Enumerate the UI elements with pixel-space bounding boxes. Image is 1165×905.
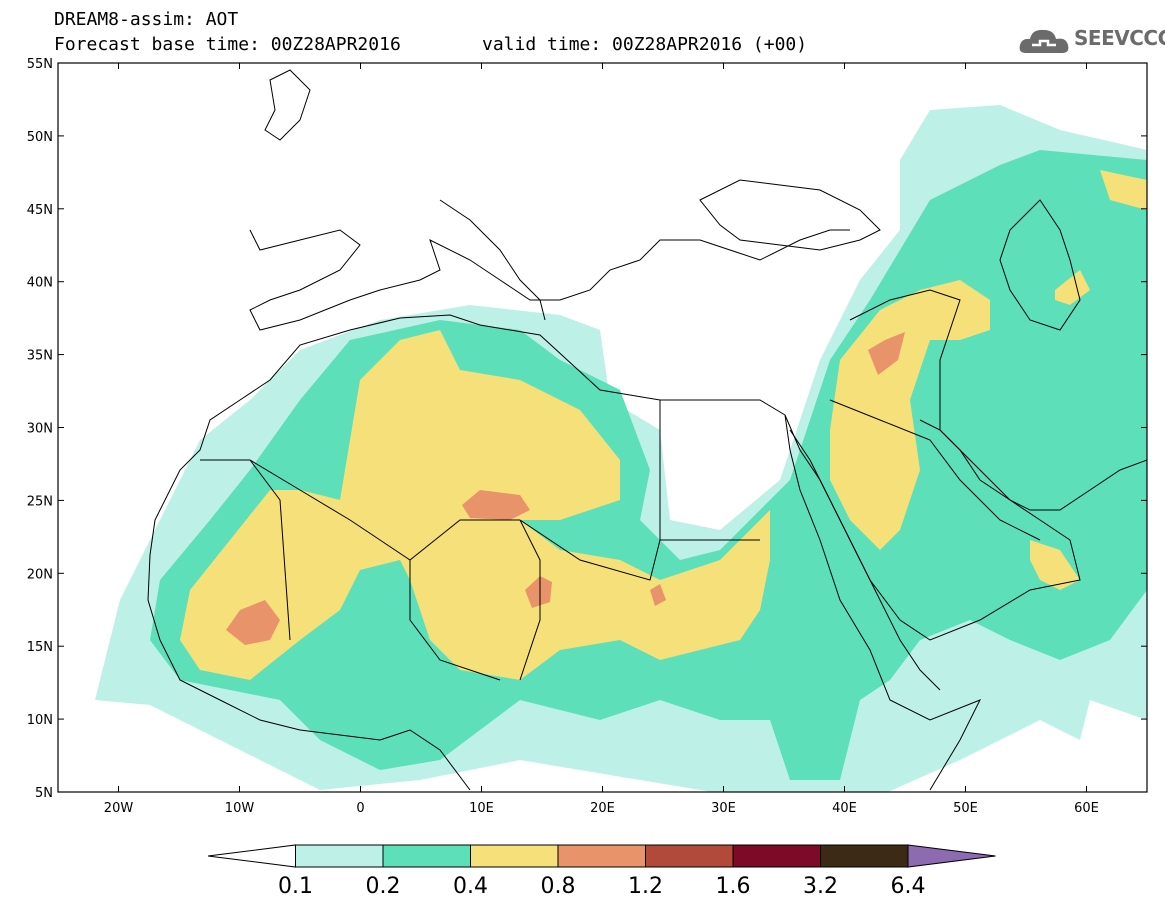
aot-contour-0.4-arabia: [1030, 540, 1080, 590]
aot-contour-0.8-libya: [462, 490, 530, 520]
coastline-arabia: [789, 419, 1081, 641]
lat-tick-label: 5N: [35, 786, 53, 801]
cloud-logo-icon: [1019, 29, 1069, 53]
colorbar-swatch: [645, 844, 734, 868]
colorbar-swatch: [295, 844, 384, 868]
aot-contour-0.4-caspian: [1100, 170, 1147, 210]
aot-contour-0.8-sudan: [650, 584, 666, 606]
seevccc-logo: SEEVCCC: [1018, 23, 1165, 59]
colorbar-label: 3.2: [803, 874, 838, 899]
coastline-europe: [249, 229, 850, 331]
lat-tick-label: 50N: [27, 130, 53, 145]
coastline-persian-gulf: [939, 429, 1147, 511]
lon-tick-label: 0: [356, 801, 364, 816]
valid-time: valid time: 00Z28APR2016 (+00): [482, 34, 808, 55]
colorbar-label: 0.1: [278, 874, 313, 899]
border-mauritania: [200, 459, 291, 641]
lat-tick-label: 40N: [27, 276, 53, 291]
lat-tick-label: 55N: [27, 57, 53, 72]
coastline-caspian: [999, 199, 1081, 331]
aot-contour-0.8-mali: [226, 600, 280, 645]
colorbar-swatch: [382, 844, 471, 868]
lat-tick-label: 45N: [27, 203, 53, 218]
coastline-west-africa: [147, 554, 471, 791]
border-saudi: [829, 399, 1041, 541]
border-chad: [519, 519, 541, 681]
coastlines: [147, 69, 1147, 791]
aot-field: [95, 105, 1147, 792]
lon-tick-label: 10E: [469, 801, 494, 816]
colorbar-label: 1.6: [716, 874, 751, 899]
lat-tick-label: 30N: [27, 422, 53, 437]
lon-tick-label: 10W: [225, 801, 255, 816]
colorbar-over-triangle: [907, 844, 996, 868]
lat-tick-label: 10N: [27, 713, 53, 728]
coastline-africa: [149, 314, 982, 791]
border-sudan: [519, 519, 760, 581]
coastline-black-sea: [699, 179, 881, 251]
border-niger: [409, 560, 501, 681]
logo-text: SEEVCCC: [1074, 26, 1165, 50]
colorbar-label: 0.8: [541, 874, 576, 899]
axis-ticks: 55N 50N 45N 40N 35N 30N 25N 20N 15N 10N 5N 20W 10W 0 1…: [27, 57, 1147, 816]
lon-tick-label: 40E: [832, 801, 857, 816]
colorbar-swatch: [470, 844, 559, 868]
lon-tick-label: 30E: [711, 801, 736, 816]
lon-tick-label: 20E: [590, 801, 615, 816]
forecast-base-time: Forecast base time: 00Z28APR2016: [54, 34, 401, 55]
map-title: DREAM8-assim: AOT: [54, 9, 239, 30]
border-iraq: [849, 289, 961, 430]
lon-tick-label: 50E: [953, 801, 978, 816]
border-mali-algeria: [249, 459, 520, 561]
coastline-britain: [264, 69, 311, 141]
colorbar-swatch: [557, 844, 646, 868]
aot-contour-0.8-chad: [525, 576, 552, 608]
colorbar-label: 0.2: [366, 874, 401, 899]
colorbar: 0.1 0.2 0.4 0.8 1.2 1.6 3.2 6.4: [207, 844, 996, 899]
aot-contour-0.4-iran: [1055, 270, 1090, 305]
lat-tick-label: 35N: [27, 349, 53, 364]
aot-contour-0.8-iraq: [868, 332, 905, 375]
colorbar-under-triangle: [207, 844, 296, 868]
aot-contour-0.4-iraq: [830, 280, 990, 550]
colorbar-label: 6.4: [891, 874, 926, 899]
colorbar-label: 0.4: [453, 874, 488, 899]
colorbar-swatch: [820, 844, 909, 868]
coastline-italy: [439, 199, 546, 321]
lon-tick-label: 20W: [104, 801, 134, 816]
colorbar-label: 1.2: [628, 874, 663, 899]
lon-tick-label: 60E: [1074, 801, 1099, 816]
lat-tick-label: 25N: [27, 494, 53, 509]
lat-tick-label: 15N: [27, 640, 53, 655]
colorbar-swatch: [732, 844, 821, 868]
lat-tick-label: 20N: [27, 567, 53, 582]
